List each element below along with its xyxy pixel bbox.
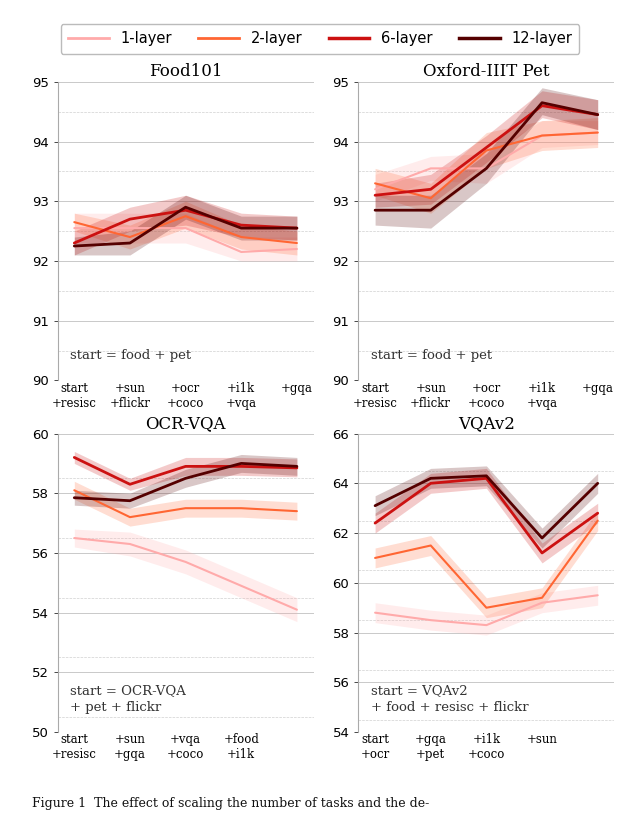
Legend: 1-layer, 2-layer, 6-layer, 12-layer: 1-layer, 2-layer, 6-layer, 12-layer [61, 24, 579, 54]
Text: start = food + pet: start = food + pet [371, 349, 492, 362]
Text: start = OCR-VQA
+ pet + flickr: start = OCR-VQA + pet + flickr [70, 684, 186, 714]
Text: Figure 1  The effect of scaling the number of tasks and the de-: Figure 1 The effect of scaling the numbe… [32, 797, 429, 810]
Title: VQAv2: VQAv2 [458, 415, 515, 432]
Text: start = VQAv2
+ food + resisc + flickr: start = VQAv2 + food + resisc + flickr [371, 684, 529, 714]
Text: start = food + pet: start = food + pet [70, 349, 191, 362]
Title: OCR-VQA: OCR-VQA [145, 415, 226, 432]
Title: Oxford-IIIT Pet: Oxford-IIIT Pet [423, 63, 550, 80]
Title: Food101: Food101 [149, 63, 222, 80]
